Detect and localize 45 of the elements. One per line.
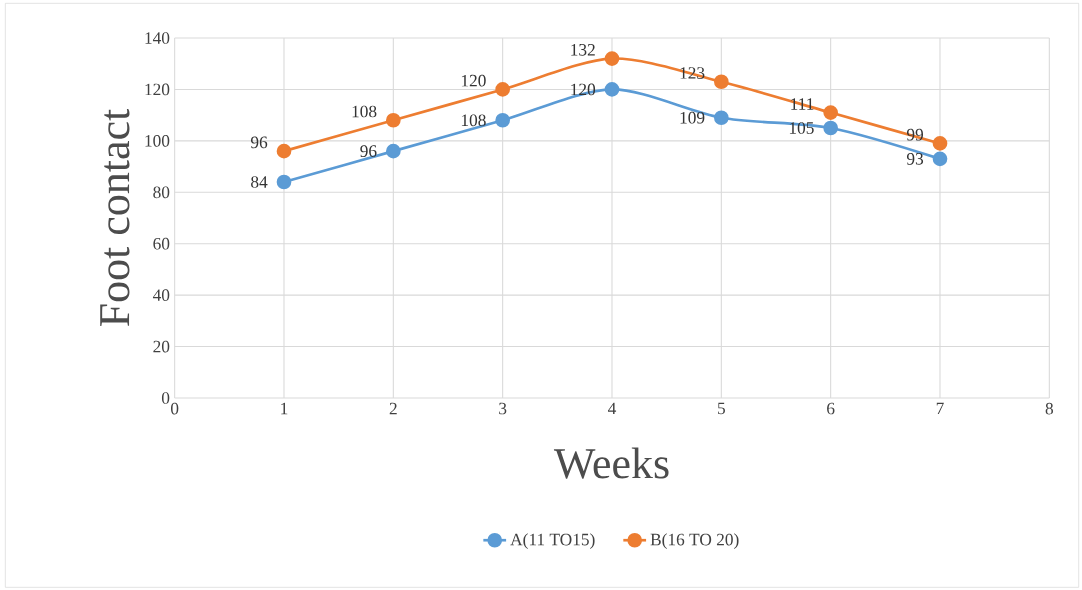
point — [823, 120, 838, 136]
data-label: 108 — [461, 114, 486, 127]
data-label: 96 — [250, 136, 268, 149]
legend-label: B(16 TO 20) — [650, 533, 739, 549]
data-label: 109 — [680, 111, 705, 124]
x-tick-label: 5 — [718, 402, 725, 415]
x-axis-title: Weeks — [553, 447, 669, 479]
data-label: 132 — [571, 43, 595, 56]
point — [713, 74, 729, 90]
y-tick-label: 100 — [145, 135, 170, 147]
x-tick-label: 7 — [936, 402, 944, 415]
data-label: 108 — [352, 105, 377, 118]
data-label: 96 — [360, 145, 377, 157]
point — [713, 110, 729, 126]
y-tick-label: 40 — [152, 289, 170, 301]
legend-label: A(11 TO15) — [510, 533, 595, 549]
point — [385, 143, 401, 159]
data-label: 120 — [571, 83, 596, 96]
point — [495, 82, 511, 97]
point — [823, 105, 838, 120]
y-tick-label: 80 — [153, 186, 170, 199]
y-tick-label: 120 — [145, 83, 170, 96]
point — [276, 174, 292, 190]
data-label: 120 — [461, 74, 486, 87]
point — [604, 51, 620, 66]
y-tick-label: 60 — [153, 237, 170, 250]
y-tick-label: 20 — [153, 340, 170, 353]
y-axis-title: Foot contact — [100, 108, 130, 327]
y-tick-label: 0 — [161, 392, 170, 404]
x-tick-label: 4 — [608, 402, 617, 415]
point — [604, 82, 620, 97]
data-label: 84 — [251, 176, 268, 188]
y-tick-label: 140 — [145, 32, 170, 44]
x-tick-label: 1 — [281, 402, 288, 415]
data-label: 93 — [906, 153, 924, 165]
point — [932, 151, 948, 167]
x-tick-label: 0 — [171, 402, 179, 415]
x-tick-label: 2 — [389, 402, 397, 415]
point — [276, 143, 292, 159]
point — [495, 112, 511, 128]
x-tick-label: 8 — [1045, 402, 1054, 415]
x-tick-label: 3 — [499, 402, 507, 415]
point — [385, 112, 401, 128]
x-tick-label: 6 — [827, 402, 835, 415]
point — [932, 136, 948, 151]
